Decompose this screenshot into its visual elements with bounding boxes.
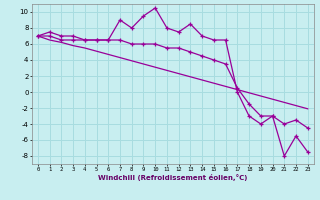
X-axis label: Windchill (Refroidissement éolien,°C): Windchill (Refroidissement éolien,°C) xyxy=(98,174,247,181)
